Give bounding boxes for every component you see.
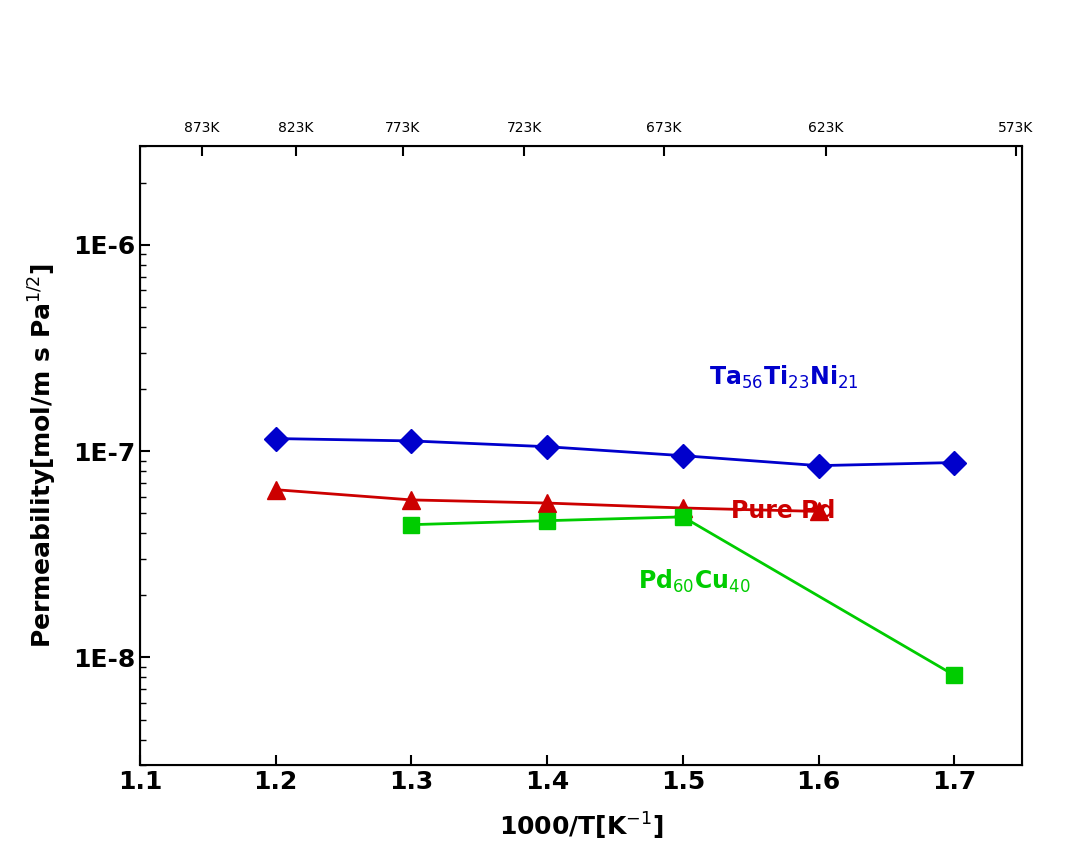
Text: Pd$_{60}$Cu$_{40}$: Pd$_{60}$Cu$_{40}$ [638,568,751,595]
Y-axis label: Permeability[mol/m s Pa$^{1/2}$]: Permeability[mol/m s Pa$^{1/2}$] [27,263,59,648]
Text: Pure Pd: Pure Pd [731,499,835,523]
Text: Ta$_{56}$Ti$_{23}$Ni$_{21}$: Ta$_{56}$Ti$_{23}$Ni$_{21}$ [709,364,859,390]
X-axis label: 1000/T[K$^{-1}$]: 1000/T[K$^{-1}$] [499,811,663,842]
